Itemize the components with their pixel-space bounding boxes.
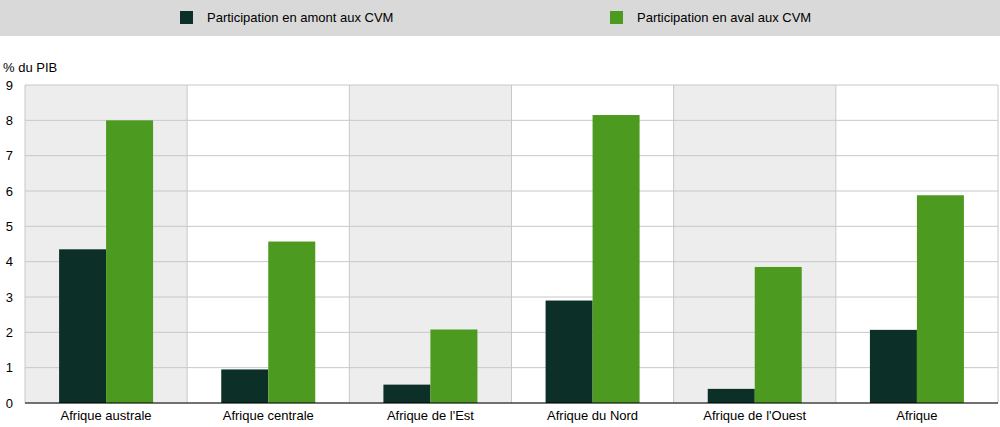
chart-svg: Participation en amont aux CVM Participat… bbox=[0, 0, 1000, 427]
x-tick-label: Afrique de l'Ouest bbox=[703, 408, 806, 423]
x-axis-line bbox=[25, 403, 998, 404]
panel-bg bbox=[674, 85, 836, 403]
x-tick-label: Afrique bbox=[896, 408, 937, 423]
y-tick-label: 7 bbox=[6, 148, 13, 163]
panel-bg bbox=[187, 85, 349, 403]
x-tick-label: Afrique du Nord bbox=[547, 408, 638, 423]
bar bbox=[221, 369, 268, 403]
y-tick-label: 3 bbox=[6, 290, 13, 305]
panel-bg bbox=[349, 85, 511, 403]
y-tick-label: 8 bbox=[6, 113, 13, 128]
bar bbox=[383, 385, 430, 403]
panel-bg bbox=[836, 85, 998, 403]
panel-separator bbox=[998, 85, 999, 403]
legend-swatch bbox=[180, 11, 193, 24]
y-tick-label: 4 bbox=[6, 254, 13, 269]
panel-bg bbox=[25, 85, 187, 403]
legend-band bbox=[0, 0, 1000, 36]
x-tick-label: Afrique centrale bbox=[223, 408, 314, 423]
panel-separator bbox=[187, 85, 188, 403]
panel-bg bbox=[512, 85, 674, 403]
y-tick-label: 2 bbox=[6, 325, 13, 340]
y-tick-label: 6 bbox=[6, 184, 13, 199]
panel-separator bbox=[25, 85, 26, 403]
x-tick-label: Afrique australe bbox=[61, 408, 152, 423]
bars bbox=[59, 115, 964, 403]
panel-separator bbox=[673, 85, 674, 403]
y-tick-label: 0 bbox=[6, 396, 13, 411]
x-tick-label: Afrique de l'Est bbox=[387, 408, 474, 423]
y-axis-label: % du PIB bbox=[3, 60, 57, 75]
legend-label: Participation en aval aux CVM bbox=[637, 10, 811, 25]
y-tick-label: 9 bbox=[6, 78, 13, 93]
bar bbox=[593, 115, 640, 403]
legend-label: Participation en amont aux CVM bbox=[207, 10, 393, 25]
chart-root: Participation en amont aux CVM Participat… bbox=[0, 0, 1000, 427]
bar bbox=[430, 330, 477, 403]
bar bbox=[755, 267, 802, 403]
bar bbox=[59, 249, 106, 403]
bar bbox=[917, 195, 964, 403]
panel-separator bbox=[349, 85, 350, 403]
panel-separator bbox=[835, 85, 836, 403]
bar bbox=[708, 389, 755, 403]
y-tick-label: 5 bbox=[6, 219, 13, 234]
y-tick-label: 1 bbox=[6, 360, 13, 375]
grid-line bbox=[25, 403, 998, 404]
legend-swatch bbox=[610, 11, 623, 24]
bar bbox=[268, 242, 315, 403]
panel-separator bbox=[511, 85, 512, 403]
bar bbox=[106, 120, 153, 403]
bar bbox=[546, 301, 593, 403]
bar bbox=[870, 330, 917, 403]
